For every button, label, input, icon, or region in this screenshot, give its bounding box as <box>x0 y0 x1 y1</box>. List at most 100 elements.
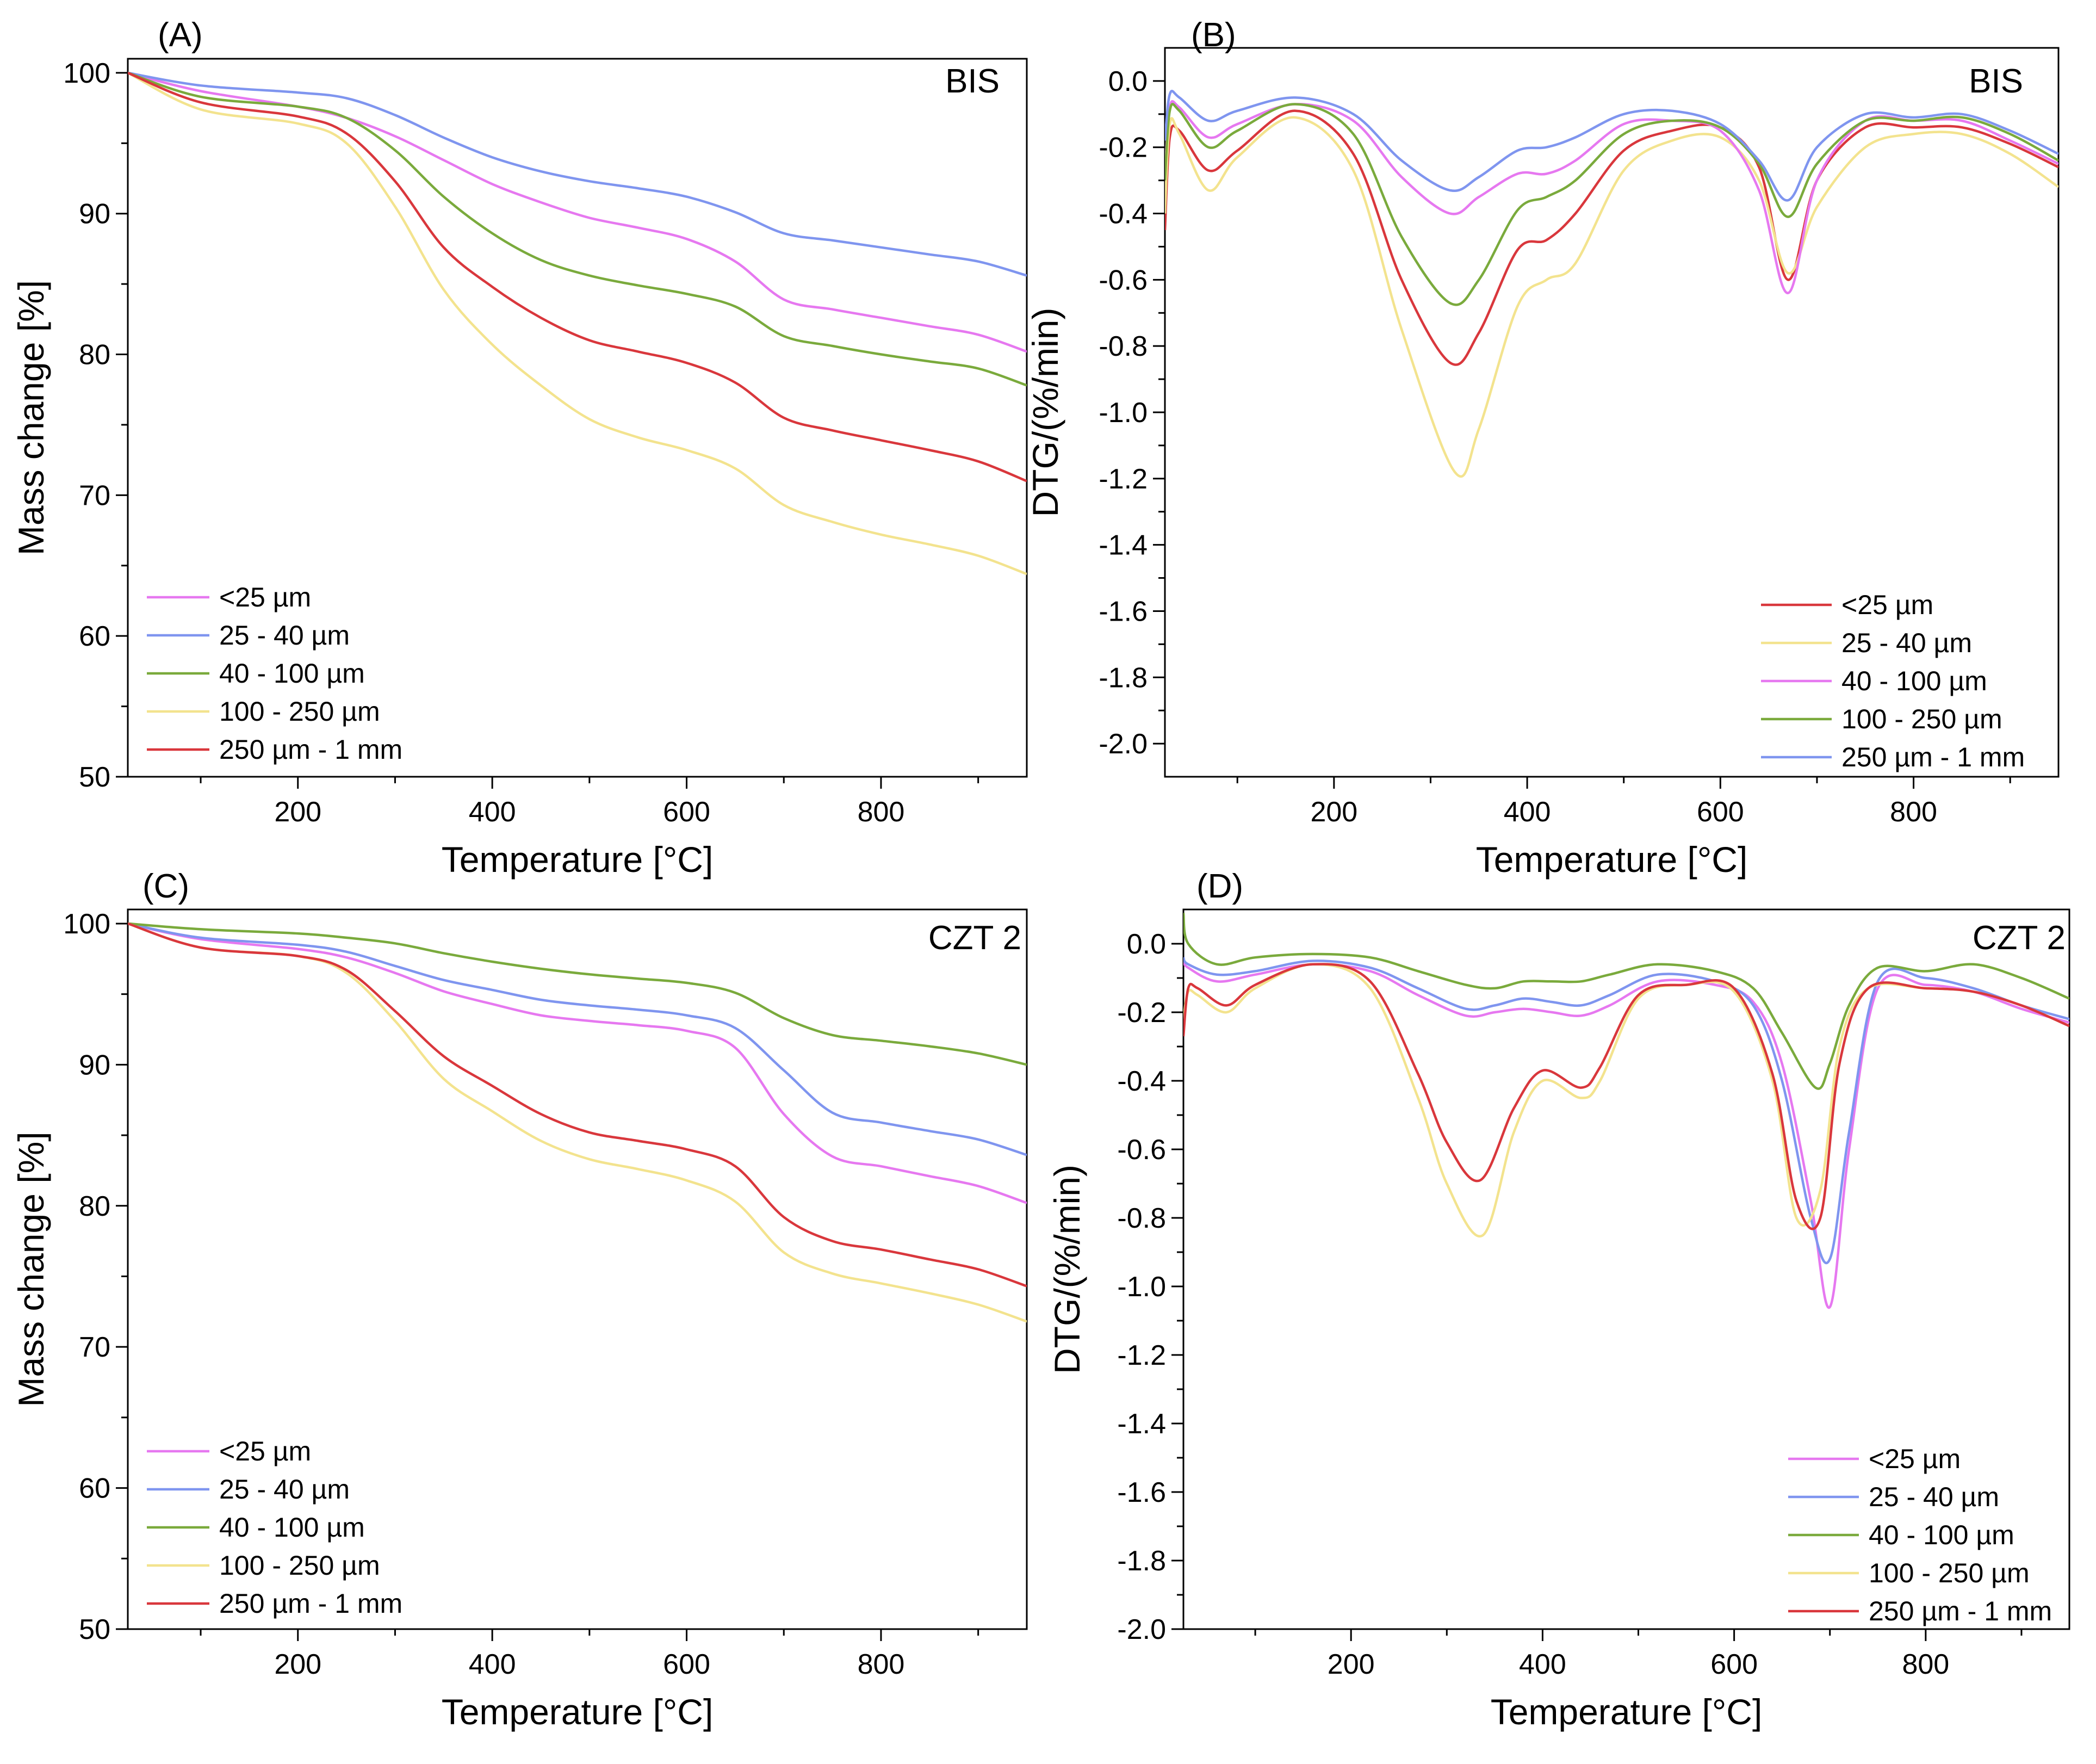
y-tick-label: -1.2 <box>1099 463 1148 495</box>
series-line-5 <box>1183 963 2069 1230</box>
y-tick-label: 60 <box>79 621 110 652</box>
legend-label: <25 µm <box>219 582 311 612</box>
y-tick-label: -0.6 <box>1099 264 1148 296</box>
chart-panel-1: 200 400 600 800 50 60 70 80 90 100 Temperature [°C… <box>11 16 1028 880</box>
chart-panel-2: 200 400 600 800 0.0 -0.2 -0.4 -0.6 -0.8 -1.0 -1.2 -… <box>1025 16 2060 880</box>
y-tick-label: 0.0 <box>1108 66 1148 97</box>
x-tick-label: 400 <box>469 1649 516 1680</box>
legend-label: 40 - 100 µm <box>219 658 365 689</box>
x-tick-label: 600 <box>1697 796 1744 828</box>
chart-panel-4: 200 400 600 800 0.0 -0.2 -0.4 -0.6 -0.8 -1.0 -1.2 -… <box>1047 868 2070 1732</box>
y-tick-label: -1.4 <box>1099 530 1148 561</box>
y-axis-title: Mass change [%] <box>11 1131 51 1407</box>
panel-label: (C) <box>142 868 189 905</box>
legend-label: <25 µm <box>1869 1444 1961 1474</box>
x-axis-title: Temperature [°C] <box>442 839 714 880</box>
y-tick-label: 80 <box>79 1191 110 1222</box>
y-tick-label: 70 <box>79 480 110 511</box>
legend-label: <25 µm <box>1841 590 1933 620</box>
x-tick-label: 200 <box>274 796 321 828</box>
x-tick-label: 600 <box>1710 1649 1758 1680</box>
y-tick-label: 100 <box>63 58 110 89</box>
y-tick-label: -1.2 <box>1117 1340 1166 1371</box>
x-tick-label: 400 <box>1504 796 1551 828</box>
panel-label: (D) <box>1196 868 1243 905</box>
series-line-5 <box>1165 90 2058 202</box>
sample-label: CZT 2 <box>928 919 1021 957</box>
y-tick-label: 100 <box>63 908 110 940</box>
legend-label: 40 - 100 µm <box>1869 1520 2014 1550</box>
series-line-2 <box>128 71 1027 277</box>
y-tick-label: 70 <box>79 1332 110 1363</box>
series-line-3 <box>128 922 1027 1066</box>
legend-label: 40 - 100 µm <box>1841 666 1987 696</box>
x-tick-label: 800 <box>858 1649 905 1680</box>
legend-label: 100 - 250 µm <box>1869 1558 2030 1588</box>
legend-label: <25 µm <box>219 1436 311 1466</box>
plot-frame <box>127 58 1028 778</box>
x-tick-label: 800 <box>1902 1649 1949 1680</box>
y-tick-label: -0.2 <box>1099 132 1148 164</box>
x-tick-label: 400 <box>469 796 516 828</box>
plot-frame <box>1182 908 2070 1630</box>
sample-label: CZT 2 <box>1973 919 2066 957</box>
x-axis-title: Temperature [°C] <box>1491 1692 1763 1732</box>
x-axis-title: Temperature [°C] <box>442 1692 714 1732</box>
series-line-3 <box>128 71 1027 387</box>
y-tick-label: -1.8 <box>1117 1545 1166 1577</box>
y-tick-label: 60 <box>79 1473 110 1505</box>
legend-label: 100 - 250 µm <box>219 1550 380 1581</box>
x-tick-label: 800 <box>1890 796 1937 828</box>
y-tick-label: -0.8 <box>1117 1203 1166 1234</box>
legend-label: 25 - 40 µm <box>219 1474 350 1505</box>
y-tick-label: -0.6 <box>1117 1134 1166 1166</box>
y-tick-label: -1.8 <box>1099 662 1148 694</box>
y-tick-label: -0.4 <box>1099 199 1148 230</box>
panel-label: (A) <box>158 16 203 54</box>
legend-label: 25 - 40 µm <box>219 620 350 651</box>
series-line-3 <box>1183 912 2069 1090</box>
legend-label: 25 - 40 µm <box>1841 628 1972 658</box>
y-tick-label: -1.6 <box>1099 596 1148 627</box>
series-line-1 <box>128 71 1027 353</box>
series-line-2 <box>1183 956 2069 1265</box>
series-line-4 <box>1183 963 2069 1237</box>
y-tick-label: -1.4 <box>1117 1408 1166 1440</box>
x-tick-label: 600 <box>663 796 710 828</box>
sample-label: BIS <box>945 63 1000 100</box>
y-axis-title: Mass change [%] <box>11 280 51 555</box>
y-tick-label: 0.0 <box>1127 929 1166 960</box>
legend-label: 250 µm - 1 mm <box>1869 1596 2052 1626</box>
x-tick-label: 400 <box>1519 1649 1566 1680</box>
panel-label: (B) <box>1191 16 1236 54</box>
y-tick-label: 50 <box>79 1614 110 1645</box>
series-line-1 <box>128 922 1027 1204</box>
y-tick-label: -1.0 <box>1117 1271 1166 1303</box>
x-tick-label: 200 <box>274 1649 321 1680</box>
series-line-2 <box>128 922 1027 1156</box>
series-line-2 <box>1165 116 2058 478</box>
y-axis-title: DTG/(%/min) <box>1047 1165 1087 1374</box>
legend-label: 100 - 250 µm <box>1841 704 2002 734</box>
y-tick-label: -0.2 <box>1117 997 1166 1029</box>
y-tick-label: 90 <box>79 199 110 230</box>
y-tick-label: 50 <box>79 762 110 793</box>
legend-label: 250 µm - 1 mm <box>219 1588 402 1619</box>
series-line-3 <box>1165 100 2058 294</box>
series-line-4 <box>1165 103 2058 306</box>
x-tick-label: 200 <box>1310 796 1357 828</box>
legend-label: 25 - 40 µm <box>1869 1482 1999 1512</box>
legend-label: 250 µm - 1 mm <box>1841 742 2025 772</box>
y-tick-label: 90 <box>79 1049 110 1081</box>
y-tick-label: -1.0 <box>1099 397 1148 429</box>
legend-label: 100 - 250 µm <box>219 696 380 727</box>
x-tick-label: 200 <box>1328 1649 1375 1680</box>
y-tick-label: -2.0 <box>1117 1614 1166 1645</box>
legend-label: 250 µm - 1 mm <box>219 734 402 765</box>
x-tick-label: 800 <box>858 796 905 828</box>
legend-label: 40 - 100 µm <box>219 1512 365 1543</box>
y-tick-label: -0.8 <box>1099 331 1148 362</box>
x-tick-label: 600 <box>663 1649 710 1680</box>
y-axis-title: DTG/(%/min) <box>1025 308 1065 517</box>
